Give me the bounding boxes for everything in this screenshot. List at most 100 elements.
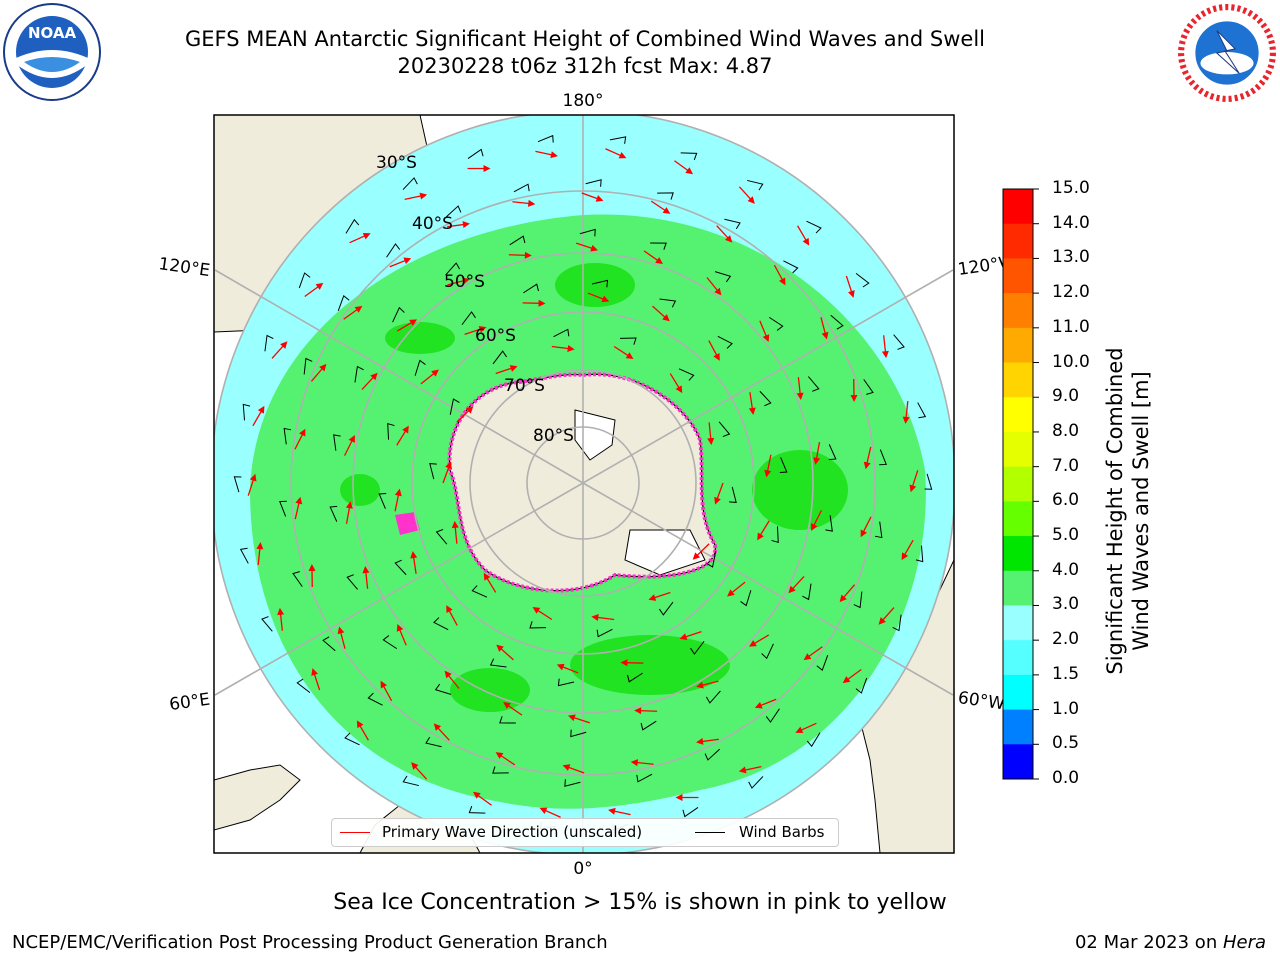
wave-direction-arrow — [700, 738, 719, 743]
wave-arrow-head — [608, 807, 616, 815]
wind-barb — [467, 148, 484, 159]
colorbar-label-line2: Wind Waves and Swell [m] — [1129, 371, 1153, 651]
wind-barb — [523, 283, 539, 294]
wave-direction-arrow — [310, 367, 324, 382]
wave-direction-arrow — [257, 546, 261, 566]
wave-direction-arrow — [361, 375, 375, 390]
wave-arrow-head — [675, 385, 683, 394]
colorbar-tick-label: 3.0 — [1052, 594, 1080, 615]
sea-ice-note: Sea Ice Concentration > 15% is shown in … — [333, 890, 947, 915]
wind-barb — [386, 243, 401, 258]
wind-barb — [748, 776, 764, 789]
wave-arrow-head — [707, 437, 715, 446]
wind-barb — [468, 805, 486, 814]
wind-barb — [471, 585, 488, 598]
colorbar-tick-label: 11.0 — [1052, 316, 1090, 337]
wave-arrow-head — [860, 529, 867, 538]
wind-barb — [682, 807, 699, 818]
wind-barb — [855, 677, 868, 694]
wind-barb — [765, 708, 780, 723]
wave-direction-arrow — [279, 612, 283, 631]
wave-arrow-head — [446, 605, 453, 613]
wind-barb — [892, 614, 902, 632]
wave-arrow-head — [472, 791, 481, 799]
lon-label-60e: 60°E — [168, 690, 211, 715]
wind-barb — [414, 359, 426, 376]
wave-arrow-head — [495, 752, 504, 759]
wave-direction-arrow — [294, 501, 300, 520]
plot-title: GEFS MEAN Antarctic Significant Height o… — [184, 27, 986, 51]
colorbar-segment — [1003, 431, 1033, 468]
wave-arrow-head — [403, 257, 412, 265]
lat-label-40s: 40°S — [412, 214, 453, 234]
wave-arrow-head — [308, 563, 316, 572]
wave-arrow-head — [348, 435, 355, 443]
wave-arrow-head — [299, 428, 306, 437]
wave-arrow-head — [909, 484, 917, 493]
wave-arrow-head — [878, 617, 886, 625]
wave-arrow-head — [748, 407, 756, 415]
wave-arrow-head — [762, 334, 770, 342]
wind-barb — [392, 306, 405, 323]
wave-direction-arrow — [862, 516, 872, 534]
wind-barb — [609, 136, 627, 144]
wind-barb — [747, 179, 764, 191]
wave-direction-arrow — [650, 200, 667, 212]
wave-direction-arrow — [639, 709, 658, 712]
wave-arrow-head — [539, 807, 548, 814]
wave-direction-arrow — [252, 409, 263, 427]
wave-arrow-head — [524, 251, 532, 259]
wave-arrow-head — [280, 341, 288, 349]
sea-ice-edge — [447, 372, 718, 593]
wave-arrow-head — [802, 237, 810, 246]
lon-label-180: 180° — [563, 91, 604, 111]
wave-direction-arrow — [815, 441, 821, 460]
wind-barb — [657, 192, 674, 200]
wind-barb — [283, 427, 292, 445]
wave-direction-arrow — [271, 344, 285, 359]
wind-barb — [382, 635, 398, 650]
wave-arrow-head — [796, 392, 804, 401]
wind-barb — [492, 350, 507, 365]
wave-direction-arrow — [448, 609, 458, 626]
wave-direction-arrow — [294, 432, 304, 450]
wave-direction-arrow — [499, 647, 514, 661]
wave-arrow-head — [795, 726, 804, 734]
wind-barb — [596, 628, 613, 638]
nws-logo-icon — [1178, 4, 1276, 102]
wind-barb — [489, 658, 507, 668]
wave-direction-arrow — [684, 630, 702, 638]
wave-arrow-head — [527, 199, 536, 207]
wave-direction-arrow — [807, 646, 823, 658]
colorbar-segment — [1003, 640, 1033, 676]
colorbar-tick-label: 0.5 — [1052, 733, 1080, 754]
wave-arrow-head — [764, 469, 772, 478]
map-legend: Primary Wave Direction (unscaled) Wind B… — [331, 818, 839, 847]
colorbar-segment — [1003, 223, 1033, 259]
wave-arrow-head — [362, 565, 370, 574]
wave-arrow-head — [675, 793, 683, 801]
wave-arrow-head — [462, 221, 470, 229]
wind-barb — [387, 422, 395, 440]
wind-barb — [292, 571, 303, 587]
wave-arrow-head — [662, 314, 670, 322]
wave-direction-arrow — [447, 674, 460, 689]
colorbar-tick-label: 6.0 — [1052, 490, 1080, 511]
wind-barb — [853, 591, 863, 609]
wave-direction-arrow — [389, 259, 407, 268]
wave-arrow-head — [295, 496, 303, 505]
wind-barb — [591, 279, 609, 288]
wind-barb — [863, 379, 874, 395]
wave-arrow-head — [591, 614, 599, 621]
wind-barb — [779, 457, 788, 473]
wave-arrow-head — [410, 551, 418, 559]
wind-barb — [828, 444, 837, 461]
wave-arrow-head — [337, 626, 345, 635]
wind-barb — [706, 551, 717, 568]
colorbar-tick-label: 8.0 — [1052, 420, 1080, 441]
colorbar-label: Significant Height of Combined Wind Wave… — [1102, 301, 1154, 721]
colorbar — [1003, 188, 1039, 780]
wave-arrow-head — [249, 473, 257, 482]
wave-direction-arrow — [404, 194, 423, 201]
wave-arrow-head — [483, 165, 491, 173]
